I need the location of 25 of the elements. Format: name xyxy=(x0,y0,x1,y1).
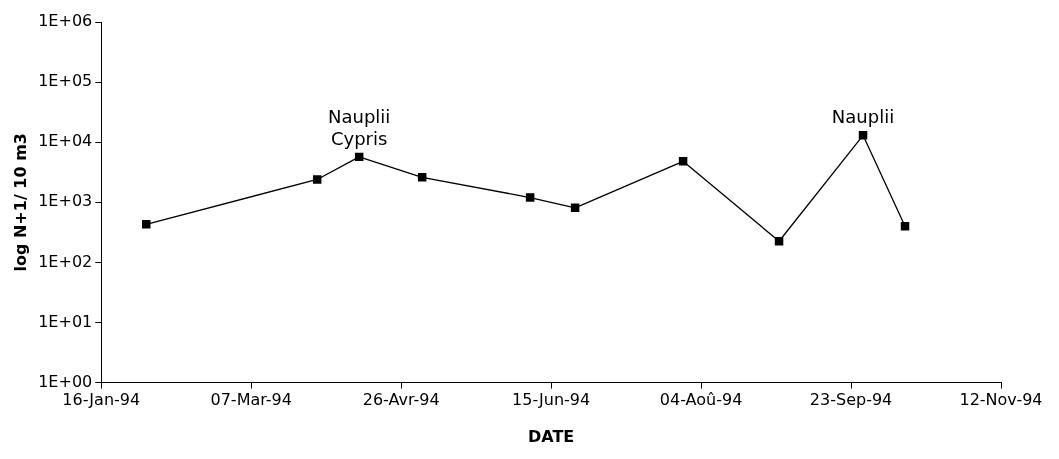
y-tick-label: 1E+05 xyxy=(38,71,93,91)
annotation: Nauplii xyxy=(328,105,391,127)
point xyxy=(858,131,868,140)
y-tick-label: 1E+00 xyxy=(38,371,93,391)
y-tick-label: 1E+04 xyxy=(38,131,93,151)
x-tick-label: 15-Jun-94 xyxy=(512,390,591,410)
x-tick-label: 04-Aoû-94 xyxy=(659,390,743,410)
x-axis-title: DATE xyxy=(527,426,575,446)
annotation: Cypris xyxy=(330,127,388,149)
y-tick-label: 1E+03 xyxy=(38,191,93,211)
x-tick-label: 16-Jan-94 xyxy=(62,390,141,410)
y-tick-label: 1E+06 xyxy=(38,11,93,31)
point xyxy=(678,157,688,166)
point xyxy=(312,175,322,184)
point xyxy=(142,220,151,229)
x-tick-label: 12-Nov-94 xyxy=(959,390,1043,410)
x-tick-label: 26-Avr-94 xyxy=(362,390,440,410)
point xyxy=(525,193,535,202)
y-axis-title: log N+1/ 10 m3 xyxy=(10,133,30,272)
x-tick-label: 23-Sep-94 xyxy=(809,390,893,410)
annotation: Nauplii xyxy=(831,106,895,128)
point xyxy=(417,173,427,182)
y-tick-label: 1E+02 xyxy=(38,251,93,271)
x-tick-label: 07-Mar-94 xyxy=(210,390,292,410)
y-tick-label: 1E+01 xyxy=(38,311,93,331)
